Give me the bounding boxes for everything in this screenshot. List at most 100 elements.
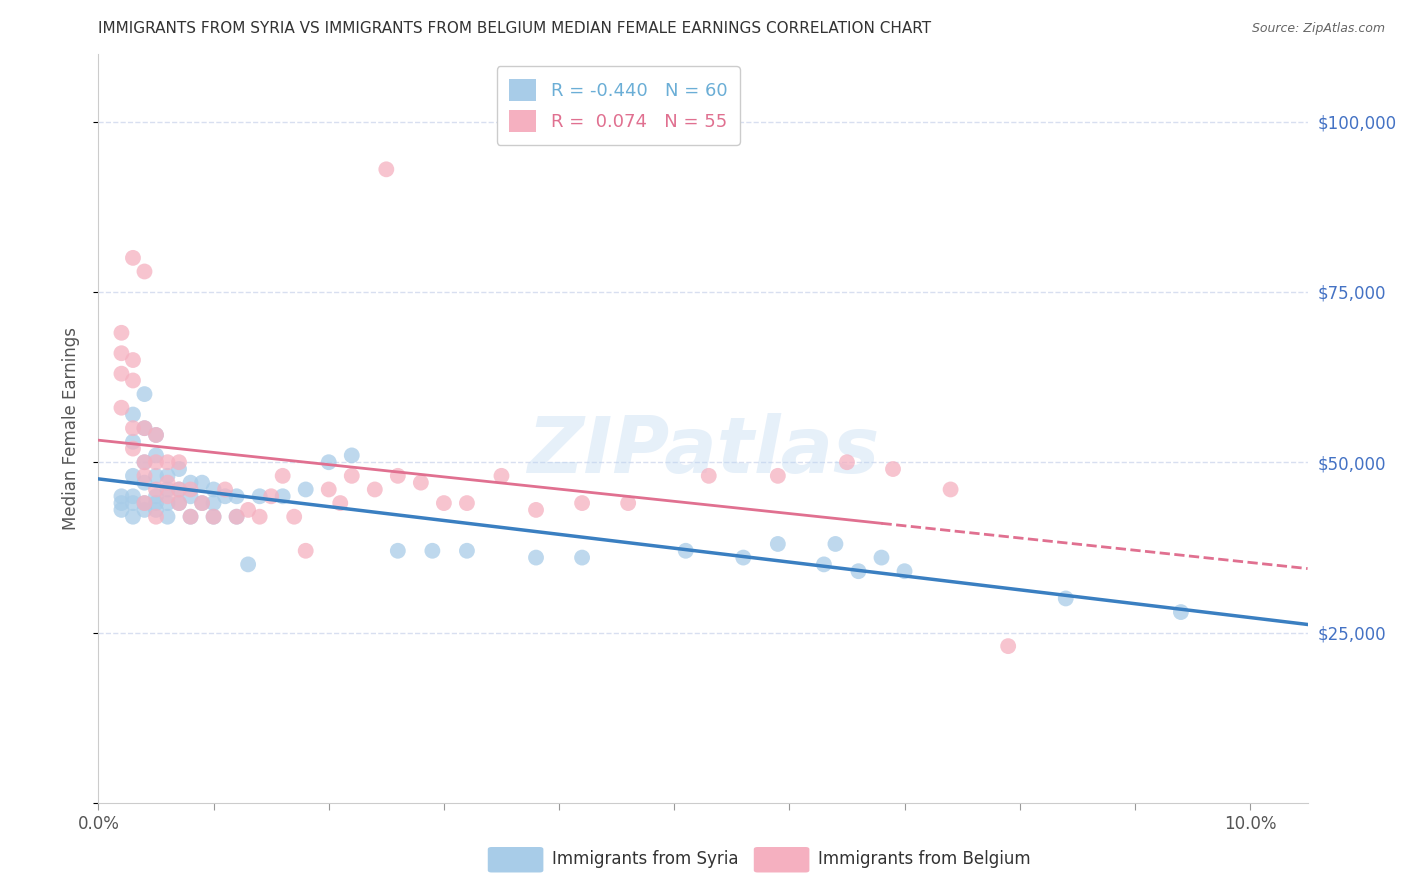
- Point: [167, 455, 190, 469]
- Point: [271, 468, 294, 483]
- Point: [167, 496, 190, 510]
- Point: [340, 468, 363, 483]
- Point: [134, 421, 156, 435]
- Point: [733, 550, 755, 565]
- Point: [145, 468, 167, 483]
- Point: [156, 496, 179, 510]
- Point: [180, 483, 202, 497]
- Point: [122, 434, 145, 449]
- Point: [156, 475, 179, 490]
- Point: [409, 475, 432, 490]
- Point: [156, 509, 179, 524]
- Point: [524, 503, 547, 517]
- Point: [122, 408, 145, 422]
- Point: [422, 543, 444, 558]
- Point: [835, 455, 858, 469]
- Point: [156, 468, 179, 483]
- Point: [180, 475, 202, 490]
- Point: [766, 537, 789, 551]
- Point: [318, 483, 340, 497]
- Text: ZIPatlas: ZIPatlas: [527, 413, 879, 489]
- Point: [997, 639, 1019, 653]
- Point: [156, 489, 179, 503]
- Point: [156, 483, 179, 497]
- Point: [1054, 591, 1077, 606]
- Point: [364, 483, 387, 497]
- Point: [145, 489, 167, 503]
- Text: Immigrants from Belgium: Immigrants from Belgium: [818, 850, 1031, 868]
- Point: [387, 543, 409, 558]
- Point: [675, 543, 697, 558]
- Point: [145, 455, 167, 469]
- Point: [939, 483, 962, 497]
- Point: [617, 496, 640, 510]
- Point: [249, 489, 271, 503]
- Point: [283, 509, 305, 524]
- Point: [110, 367, 132, 381]
- Point: [340, 449, 363, 463]
- Point: [225, 509, 247, 524]
- Y-axis label: Median Female Earnings: Median Female Earnings: [62, 326, 80, 530]
- Point: [167, 462, 190, 476]
- Point: [145, 496, 167, 510]
- Point: [202, 496, 225, 510]
- Point: [134, 496, 156, 510]
- Point: [110, 489, 132, 503]
- Point: [145, 503, 167, 517]
- Point: [134, 421, 156, 435]
- Point: [167, 483, 190, 497]
- Point: [122, 468, 145, 483]
- Point: [110, 346, 132, 360]
- Point: [134, 387, 156, 401]
- Point: [110, 326, 132, 340]
- Point: [134, 468, 156, 483]
- Point: [870, 550, 893, 565]
- Point: [318, 455, 340, 469]
- Point: [491, 468, 513, 483]
- Point: [236, 558, 259, 572]
- Point: [122, 374, 145, 388]
- Point: [824, 537, 846, 551]
- Point: [110, 503, 132, 517]
- Point: [848, 564, 870, 578]
- Point: [167, 496, 190, 510]
- Point: [571, 496, 593, 510]
- Point: [294, 543, 316, 558]
- Point: [202, 509, 225, 524]
- Point: [433, 496, 456, 510]
- Point: [214, 489, 236, 503]
- Point: [893, 564, 915, 578]
- Text: IMMIGRANTS FROM SYRIA VS IMMIGRANTS FROM BELGIUM MEDIAN FEMALE EARNINGS CORRELAT: IMMIGRANTS FROM SYRIA VS IMMIGRANTS FROM…: [98, 21, 932, 36]
- Point: [145, 509, 167, 524]
- Point: [202, 483, 225, 497]
- FancyBboxPatch shape: [488, 847, 543, 872]
- Point: [191, 496, 214, 510]
- Point: [524, 550, 547, 565]
- Point: [122, 489, 145, 503]
- Point: [134, 455, 156, 469]
- Point: [122, 251, 145, 265]
- Point: [225, 509, 247, 524]
- Point: [456, 496, 478, 510]
- Point: [122, 421, 145, 435]
- Point: [813, 558, 835, 572]
- Point: [110, 401, 132, 415]
- FancyBboxPatch shape: [754, 847, 810, 872]
- Point: [236, 503, 259, 517]
- Point: [375, 162, 398, 177]
- Point: [225, 489, 247, 503]
- Point: [180, 509, 202, 524]
- Point: [571, 550, 593, 565]
- Point: [249, 509, 271, 524]
- Point: [134, 264, 156, 278]
- Point: [1170, 605, 1192, 619]
- Point: [134, 455, 156, 469]
- Point: [122, 353, 145, 368]
- Point: [110, 496, 132, 510]
- Point: [191, 475, 214, 490]
- Point: [156, 455, 179, 469]
- Point: [145, 449, 167, 463]
- Point: [122, 442, 145, 456]
- Point: [122, 496, 145, 510]
- Point: [329, 496, 352, 510]
